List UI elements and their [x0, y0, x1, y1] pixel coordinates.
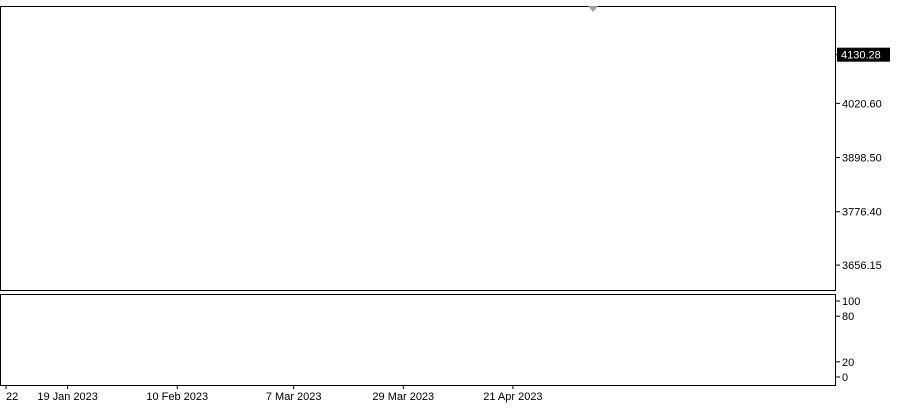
markers: 4130.28 [588, 6, 890, 62]
chart-frame [0, 6, 836, 386]
time-axis-label: 29 Mar 2023 [372, 391, 434, 403]
price-axis-label: 3656.15 [842, 260, 882, 272]
current-price-label: 4130.28 [841, 50, 881, 62]
main-pane-border [0, 6, 836, 291]
time-axis-label: 22 [6, 391, 18, 403]
time-axis-label: 10 Feb 2023 [146, 391, 208, 403]
axes: 4130.28 4020.60 3898.50 3776.40 3656.15 100 80… [5, 50, 882, 403]
time-axis-label: 19 Jan 2023 [37, 391, 98, 403]
price-axis-label: 3898.50 [842, 153, 882, 165]
stochastic-pane-border [0, 294, 836, 386]
time-axis-label: 7 Mar 2023 [266, 391, 322, 403]
stochastic-axis-label: 0 [842, 372, 848, 384]
stochastic-axis-label: 80 [842, 311, 854, 323]
time-axis-label: 21 Apr 2023 [483, 391, 542, 403]
price-axis-label: 4020.60 [842, 98, 882, 110]
stochastic-axis-label: 20 [842, 357, 854, 369]
main-pane[interactable] [0, 6, 836, 290]
current-price-marker [837, 47, 890, 62]
stochastic-axis-label: 100 [842, 296, 860, 308]
triangle-down-icon[interactable] [588, 6, 598, 12]
stochastic-pane[interactable] [0, 294, 836, 385]
price-axis-label: 3776.40 [842, 207, 882, 219]
